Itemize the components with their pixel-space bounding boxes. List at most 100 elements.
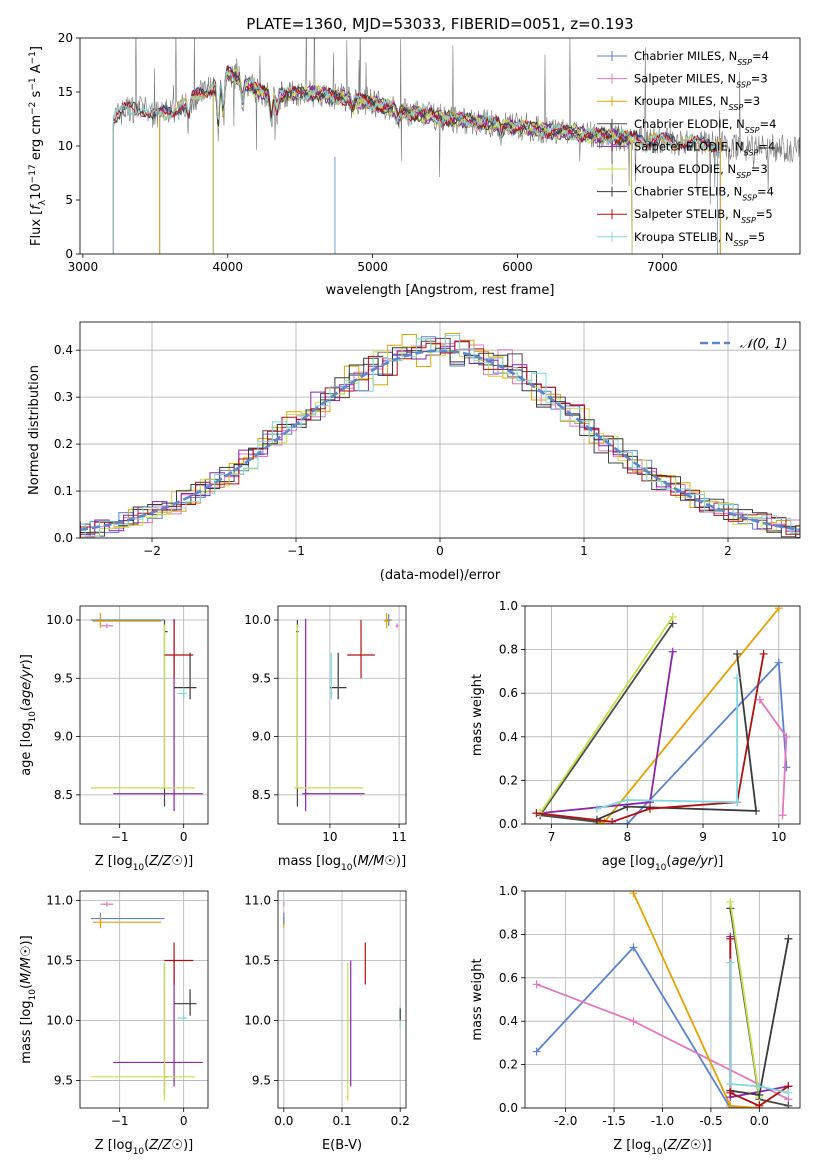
- y-tick-label: 10.5: [244, 954, 271, 968]
- x-tick-label: 11: [391, 830, 406, 844]
- histogram-series: [80, 340, 800, 538]
- y-axis-label: mass weight: [470, 958, 485, 1040]
- x-tick-label: 0.2: [391, 1114, 410, 1128]
- age-vs-metallicity-panel: −1 0 8.5 9.0 9.5 10.0 Z [log10(Z/Z☉)] age [log1…: [19, 605, 209, 873]
- weight-point-marker: [755, 1090, 764, 1099]
- x-tick-label: 0.1: [332, 1114, 351, 1128]
- x-tick-label: 7000: [647, 260, 678, 274]
- y-axis-label: mass weight: [470, 674, 485, 756]
- y-tick-label: 10.0: [46, 613, 73, 627]
- x-tick-label: -2.0: [554, 1114, 577, 1128]
- x-tick-label: -1.0: [651, 1114, 674, 1128]
- x-tick-label: -0.5: [699, 1114, 722, 1128]
- model-spectrum-line: [112, 65, 718, 254]
- y-tick-label: 0.4: [499, 1014, 518, 1028]
- histogram-series: [80, 347, 800, 538]
- weight-point-marker: [608, 817, 617, 824]
- spectrum-panel: 3000 4000 5000 6000 7000 0 5 10 15 20 wavelength […: [28, 31, 801, 298]
- y-axis-label: Normed distribution: [27, 365, 42, 495]
- y-tick-label: 0.6: [499, 971, 518, 985]
- plot-area: [80, 333, 800, 538]
- normal-distribution-curve: [80, 349, 800, 532]
- weight-point-marker: [752, 806, 761, 815]
- x-tick-label: -1.5: [602, 1114, 625, 1128]
- y-tick-label: 0.0: [499, 1101, 518, 1115]
- weight-series-line: [540, 651, 674, 814]
- y-tick-label: 9.5: [54, 1073, 73, 1087]
- y-tick-label: 0.1: [54, 484, 73, 498]
- model-spectrum-line: [112, 70, 718, 254]
- axes-frame: [79, 605, 209, 825]
- weight-series-line: [535, 945, 760, 1108]
- x-tick-label: 1: [580, 544, 588, 558]
- weight-vs-metallicity-panel: -2.0 -1.5 -1.0 -0.5 0.0 0.0 0.2 0.4 0.6 0.8 1.0 Z […: [470, 884, 801, 1157]
- legend-entry: Chabrier ELODIE, NSSP=4: [634, 117, 776, 135]
- axes-frame: [524, 605, 801, 825]
- x-tick-label: 0.0: [274, 1114, 293, 1128]
- y-tick-label: 0.0: [54, 531, 73, 545]
- x-tick-label: 0.0: [750, 1114, 769, 1128]
- x-tick-label: −1: [111, 830, 129, 844]
- x-tick-label: 3000: [68, 260, 99, 274]
- x-tick-label: 10: [322, 830, 337, 844]
- x-axis-label: mass [log10(M/M☉)]: [278, 854, 406, 873]
- y-tick-label: 9.5: [54, 671, 73, 685]
- y-tick-label: 0.6: [499, 686, 518, 700]
- x-axis-label: Z [log10(Z/Z☉)]: [613, 1138, 712, 1157]
- x-axis-label: age [log10(age/yr)]: [602, 854, 724, 873]
- weight-point-marker: [778, 811, 787, 820]
- legend-entry: Salpeter STELIB, NSSP=5: [634, 207, 773, 225]
- legend-entry: Salpeter MILES, NSSP=3: [634, 72, 768, 90]
- axes-frame: [79, 37, 801, 255]
- weight-point-marker: [623, 820, 632, 824]
- weight-series-line: [597, 660, 788, 824]
- weight-point-marker: [755, 1101, 764, 1108]
- plot-area: [90, 612, 203, 812]
- y-tick-label: 1.0: [499, 884, 518, 898]
- mass-vs-extinction-panel: 0.0 0.1 0.2 9.5 10.0 10.5 11.0 E(B-V): [244, 890, 410, 1153]
- legend-entry: Kroupa STELIB, NSSP=5: [634, 230, 765, 248]
- y-tick-label: 10.0: [46, 1013, 73, 1027]
- axes-frame: [79, 890, 209, 1109]
- y-tick-label: 0: [65, 247, 73, 261]
- y-tick-label: 0.0: [499, 817, 518, 831]
- x-tick-label: −1: [111, 1114, 129, 1128]
- y-tick-label: 10.0: [244, 613, 271, 627]
- weight-point-marker: [755, 695, 764, 704]
- y-tick-label: 9.0: [252, 730, 271, 744]
- plot-area: [532, 891, 793, 1108]
- x-tick-label: −1: [287, 544, 305, 558]
- weight-point-marker: [726, 1080, 735, 1089]
- weight-point-marker: [726, 1101, 735, 1108]
- x-axis-label: Z [log10(Z/Z☉)]: [95, 854, 194, 873]
- figure-title: PLATE=1360, MJD=53033, FIBERID=0051, z=0…: [246, 15, 633, 33]
- x-tick-label: 10: [771, 830, 786, 844]
- y-tick-label: 9.5: [252, 1073, 271, 1087]
- y-tick-label: 0.3: [54, 390, 73, 404]
- weight-point-marker: [784, 1101, 793, 1108]
- mass-vs-metallicity-panel: −1 0 9.5 10.0 10.5 11.0 Z [log10(Z/Z☉)] mass [l…: [19, 890, 209, 1157]
- y-tick-label: 10.5: [46, 954, 73, 968]
- weight-series-line: [538, 622, 674, 823]
- weight-point-marker: [592, 804, 601, 813]
- x-axis-label: (data-model)/error: [380, 568, 501, 583]
- x-tick-label: 9: [699, 830, 707, 844]
- x-tick-label: −2: [143, 544, 161, 558]
- y-tick-label: 11.0: [244, 894, 271, 908]
- weight-point-marker: [726, 958, 735, 967]
- y-tick-label: 0.8: [499, 927, 518, 941]
- weight-series-line: [729, 962, 789, 1094]
- weight-point-marker: [774, 658, 783, 667]
- x-tick-label: 5000: [357, 260, 388, 274]
- weight-series-line: [596, 653, 758, 821]
- model-spectrum-line: [212, 71, 633, 254]
- x-tick-label: 0: [436, 544, 444, 558]
- weight-point-marker: [774, 606, 783, 613]
- y-tick-label: 10: [58, 139, 73, 153]
- y-tick-label: 0.8: [499, 643, 518, 657]
- weight-series-line: [729, 901, 761, 1098]
- weight-vs-age-panel: 7 8 9 10 0.0 0.2 0.4 0.6 0.8 1.0 age [log10(age/yr…: [470, 599, 801, 873]
- weight-point-marker: [629, 1017, 638, 1026]
- axes-frame: [79, 321, 801, 539]
